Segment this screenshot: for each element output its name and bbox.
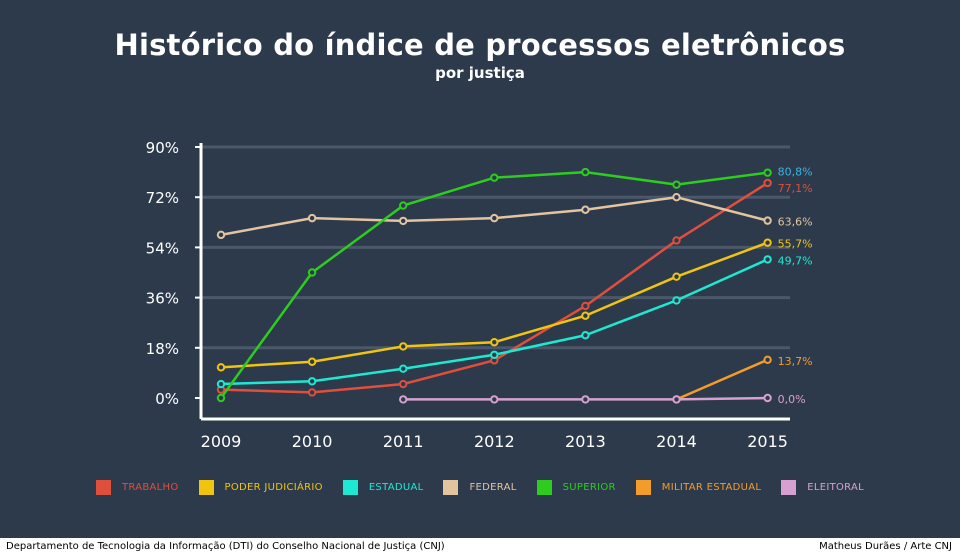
legend-label: TRABALHO	[121, 482, 179, 493]
legend-swatch	[95, 480, 111, 495]
x-tick-label: 2014	[656, 432, 697, 451]
legend-label: FEDERAL	[469, 482, 517, 493]
data-point	[581, 311, 590, 320]
legend-item: MILITAR ESTADUAL	[635, 480, 762, 495]
legend-swatch	[635, 480, 651, 495]
data-point	[490, 338, 499, 347]
legend-label: SUPERIOR	[562, 482, 616, 493]
footer-bar	[0, 538, 960, 556]
data-point	[672, 395, 681, 404]
data-point	[399, 201, 408, 210]
data-point	[307, 268, 317, 277]
legend-item: FEDERAL	[443, 480, 516, 495]
data-point	[216, 230, 226, 240]
data-point	[672, 296, 681, 305]
line-chart: 0% 18% 36% 54% 72% 90% 2009 2010 2011 2012 2013 201…	[146, 139, 813, 451]
data-point	[763, 216, 772, 225]
y-tick-label: 90%	[146, 139, 179, 157]
data-point	[581, 331, 590, 340]
data-point	[216, 379, 226, 389]
data-point	[763, 393, 772, 403]
data-point	[490, 350, 499, 359]
data-point	[490, 213, 499, 223]
data-point	[216, 363, 226, 372]
data-point	[216, 393, 226, 403]
data-point	[672, 272, 681, 281]
data-point	[763, 168, 772, 177]
legend-item: ELEITORAL	[781, 480, 864, 495]
series-line	[676, 358, 769, 401]
footer-source: Departamento de Tecnologia da Informação…	[6, 541, 445, 552]
chart-legend: TRABALHO PODER JUDICIÁRIO ESTADUAL FEDERAL S…	[0, 480, 960, 495]
legend-item: PODER JUDICIÁRIO	[198, 480, 323, 495]
legend-swatch	[198, 480, 214, 495]
data-label: 80,8%	[778, 166, 813, 179]
series-line	[220, 258, 769, 386]
data-label: 49,7%	[778, 254, 813, 267]
x-tick-label: 2011	[383, 432, 424, 451]
data-point	[399, 342, 408, 351]
legend-swatch	[443, 480, 459, 495]
data-point	[490, 173, 499, 182]
x-tick-label: 2009	[201, 432, 242, 451]
y-tick-label: 18%	[146, 340, 179, 358]
data-point	[307, 388, 317, 397]
data-point	[581, 395, 590, 404]
data-point	[399, 395, 408, 404]
data-point	[307, 357, 317, 366]
legend-swatch	[536, 480, 552, 495]
data-label: 13,7%	[778, 355, 813, 368]
legend-swatch	[342, 480, 358, 495]
data-point	[763, 355, 772, 364]
data-point	[672, 193, 681, 202]
data-point	[763, 255, 772, 264]
y-tick-label: 0%	[155, 390, 179, 408]
data-label: 0,0%	[778, 393, 806, 406]
data-point	[672, 180, 681, 189]
y-tick-label: 54%	[146, 239, 179, 257]
data-point	[581, 205, 590, 214]
data-point	[581, 167, 590, 177]
chart-subtitle: por justiça	[435, 64, 525, 82]
data-point	[399, 216, 408, 226]
data-label: 55,7%	[778, 238, 813, 251]
x-tick-label: 2012	[474, 432, 515, 451]
legend-label: MILITAR ESTADUAL	[661, 482, 762, 493]
legend-item: TRABALHO	[95, 480, 179, 495]
data-point	[763, 238, 772, 247]
data-point	[763, 178, 772, 188]
x-tick-label: 2015	[747, 432, 788, 451]
data-point	[307, 213, 317, 223]
legend-label: ELEITORAL	[807, 482, 865, 493]
legend-label: PODER JUDICIÁRIO	[224, 482, 323, 493]
data-label: 77,1%	[778, 182, 813, 195]
legend-swatch	[781, 480, 797, 495]
chart-title: Histórico do índice de processos eletrôn…	[114, 28, 846, 62]
data-point	[307, 377, 317, 386]
footer-credit: Matheus Durães / Arte CNJ	[819, 541, 952, 552]
y-tick-label: 72%	[146, 189, 179, 207]
data-point	[399, 364, 408, 373]
y-tick-label: 36%	[146, 290, 179, 308]
data-point	[490, 395, 499, 404]
legend-item: SUPERIOR	[536, 480, 616, 495]
legend-label: ESTADUAL	[368, 482, 424, 493]
data-label: 63,6%	[778, 216, 813, 229]
data-point	[581, 301, 590, 311]
legend-item: ESTADUAL	[342, 480, 424, 495]
x-tick-label: 2013	[565, 432, 606, 451]
data-point	[672, 236, 681, 245]
x-tick-label: 2010	[292, 432, 333, 451]
data-point	[399, 379, 408, 389]
